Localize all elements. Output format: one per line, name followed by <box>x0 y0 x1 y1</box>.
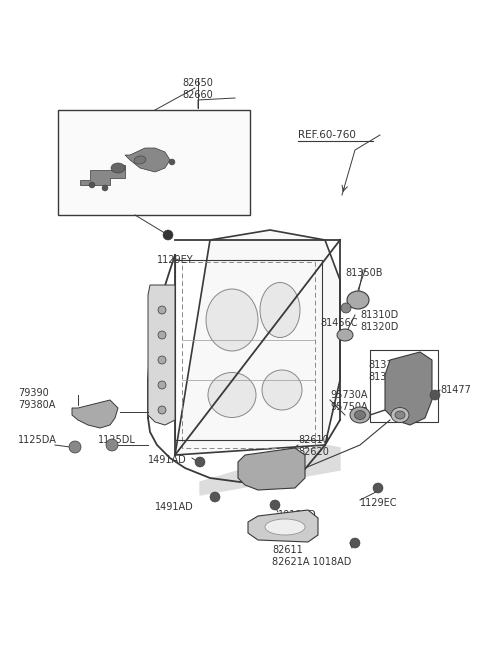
Polygon shape <box>125 148 170 172</box>
Text: 82661R
82651L: 82661R 82651L <box>72 120 109 141</box>
Text: 82665
82655: 82665 82655 <box>200 163 231 185</box>
Text: 95730A
95750A: 95730A 95750A <box>330 390 368 411</box>
Circle shape <box>158 306 166 314</box>
Text: 1129EY: 1129EY <box>156 255 193 265</box>
Bar <box>58 110 250 215</box>
Ellipse shape <box>206 289 258 351</box>
Ellipse shape <box>355 411 365 419</box>
Text: 82652L: 82652L <box>62 195 98 205</box>
Text: 1491AD: 1491AD <box>148 455 187 465</box>
Text: REF.60-760: REF.60-760 <box>298 130 356 140</box>
Text: 1018AD: 1018AD <box>278 510 317 520</box>
Ellipse shape <box>265 519 305 535</box>
Ellipse shape <box>134 156 146 164</box>
Circle shape <box>373 483 383 493</box>
Text: 81310D
81320D: 81310D 81320D <box>360 310 398 331</box>
Polygon shape <box>80 165 125 185</box>
Ellipse shape <box>111 163 125 173</box>
Polygon shape <box>238 448 305 490</box>
Circle shape <box>158 381 166 389</box>
Circle shape <box>270 500 280 510</box>
Text: 82652R: 82652R <box>200 150 238 160</box>
Text: 81456C: 81456C <box>320 318 358 328</box>
Circle shape <box>102 185 108 191</box>
Circle shape <box>106 439 118 451</box>
Polygon shape <box>200 445 340 495</box>
Bar <box>370 350 438 422</box>
Polygon shape <box>248 510 318 542</box>
Text: 82611
82621A 1018AD: 82611 82621A 1018AD <box>272 545 351 567</box>
Text: 1125DA: 1125DA <box>18 435 57 445</box>
Circle shape <box>350 538 360 548</box>
Circle shape <box>158 331 166 339</box>
Circle shape <box>195 457 205 467</box>
Circle shape <box>158 356 166 364</box>
Text: 81310
81320: 81310 81320 <box>368 360 399 382</box>
Circle shape <box>430 390 440 400</box>
Polygon shape <box>175 230 340 455</box>
Circle shape <box>341 303 351 313</box>
Ellipse shape <box>347 291 369 309</box>
Text: 81477: 81477 <box>440 385 471 395</box>
Text: 1491AD: 1491AD <box>155 502 194 512</box>
Text: 1125DL: 1125DL <box>98 435 136 445</box>
Text: 81350B: 81350B <box>345 268 383 278</box>
Circle shape <box>169 159 175 165</box>
Text: 79390
79380A: 79390 79380A <box>18 388 55 409</box>
Ellipse shape <box>337 329 353 341</box>
Polygon shape <box>148 285 175 425</box>
Circle shape <box>210 492 220 502</box>
Polygon shape <box>72 400 118 428</box>
Circle shape <box>69 441 81 453</box>
Ellipse shape <box>395 411 405 419</box>
Ellipse shape <box>260 282 300 337</box>
Text: 82650
82660: 82650 82660 <box>182 78 214 100</box>
Circle shape <box>158 406 166 414</box>
Ellipse shape <box>391 407 409 422</box>
Circle shape <box>163 230 173 240</box>
Text: 82610
82620: 82610 82620 <box>298 435 329 457</box>
Text: 1129EC: 1129EC <box>360 498 397 508</box>
Polygon shape <box>385 352 432 425</box>
Ellipse shape <box>208 373 256 417</box>
Circle shape <box>89 182 95 188</box>
Ellipse shape <box>262 370 302 410</box>
Ellipse shape <box>350 407 370 423</box>
